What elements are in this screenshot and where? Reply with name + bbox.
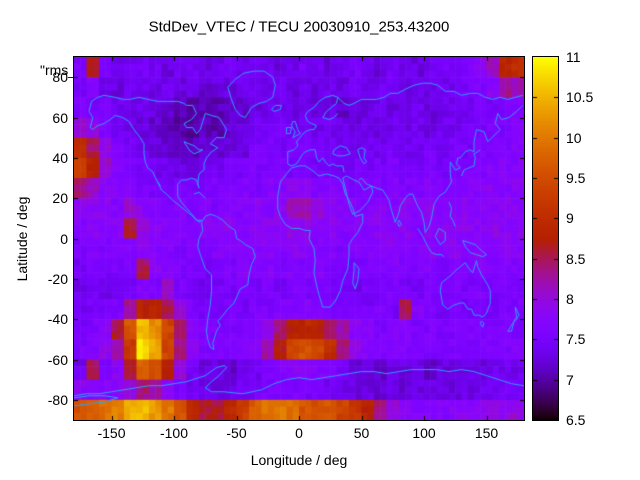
- overlay-text-rms: "rms_: [40, 62, 77, 78]
- y-tick-label: 80: [52, 69, 68, 86]
- map-plot-area: [73, 56, 525, 421]
- x-tick-label: 50: [353, 425, 370, 441]
- colorbar-tick-label: 8.5: [566, 250, 586, 267]
- colorbar-tick-label: 7: [566, 371, 574, 388]
- y-tick-label: -20: [47, 270, 68, 287]
- colorbar: [532, 56, 559, 421]
- colorbar-tick-label: 8: [566, 291, 574, 307]
- colorbar-tick-label: 10.5: [566, 89, 594, 106]
- y-tick-label: -40: [47, 311, 68, 328]
- colorbar-tick-label: 6.5: [566, 412, 586, 428]
- y-tick-label: -80: [47, 391, 68, 408]
- colorbar-canvas: [533, 57, 558, 420]
- y-tick-label: -60: [47, 351, 68, 368]
- colorbar-tick-label: 10: [566, 129, 582, 146]
- y-tick-label: 60: [52, 109, 68, 126]
- x-tick-label: -50: [226, 425, 247, 441]
- plot-title: StdDev_VTEC / TECU 20030910_253.43200: [148, 18, 450, 36]
- x-tick-label: 150: [474, 425, 499, 441]
- y-axis-label: Latitude / deg: [14, 196, 30, 282]
- x-tick-label: 100: [412, 425, 436, 441]
- x-axis-label: Longitude / deg: [250, 452, 348, 468]
- colorbar-tick-label: 9.5: [566, 170, 586, 186]
- x-tick-label: -150: [97, 425, 126, 441]
- y-tick-label: 40: [52, 149, 68, 166]
- y-tick-label: 0: [60, 230, 68, 247]
- heatmap-canvas: [74, 57, 524, 420]
- y-tick-label: 20: [52, 190, 68, 207]
- x-tick-label: 0: [295, 425, 303, 441]
- colorbar-tick-label: 11: [566, 49, 581, 65]
- colorbar-tick-label: 7.5: [566, 331, 586, 348]
- x-tick-label: -100: [159, 425, 189, 441]
- colorbar-tick-label: 9: [566, 210, 574, 227]
